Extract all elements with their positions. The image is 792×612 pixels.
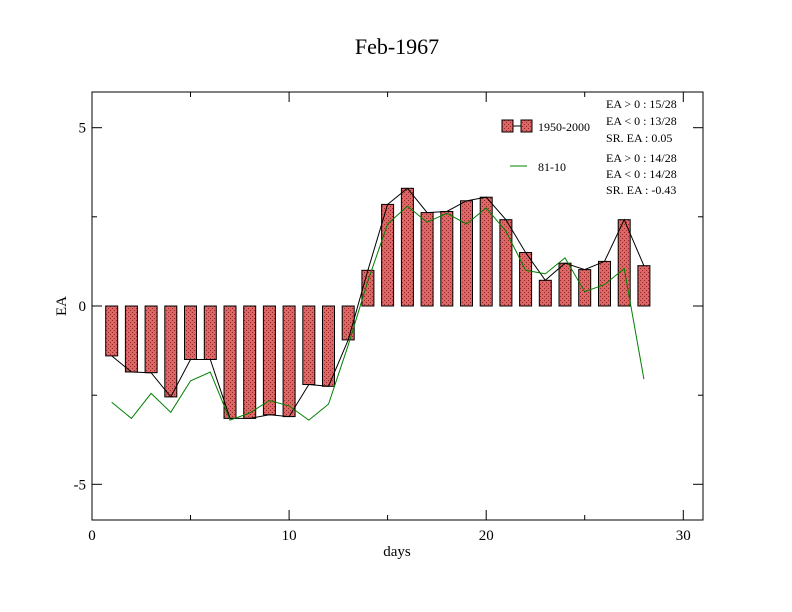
bar-day-14 (361, 269, 375, 307)
bar-day-12 (322, 305, 335, 387)
legend-label-81-10: 81-10 (538, 160, 566, 174)
y-tick-label--5: -5 (74, 477, 87, 493)
stat-8110-ea-negative: EA < 0 : 14/28 (606, 167, 677, 181)
x-tick-label-0: 0 (88, 528, 96, 544)
bar-day-11 (302, 305, 316, 385)
bar-day-21 (499, 219, 513, 307)
y-axis-label: EA (54, 296, 70, 316)
stat-1950-ea-positive: EA > 0 : 15/28 (606, 97, 677, 111)
axes-layer: 0 10 20 30 -5 0 5 (74, 92, 703, 544)
bars-layer (105, 187, 651, 419)
bar-day-3 (144, 305, 158, 374)
series-line-81-10 (111, 205, 645, 421)
bar-day-26 (598, 260, 611, 307)
bar-day-18 (440, 211, 454, 307)
x-tick-label-30: 30 (676, 528, 691, 544)
y-tick-label-5: 5 (79, 121, 87, 137)
bar-day-6 (203, 305, 217, 360)
bar-day-24 (558, 262, 572, 307)
x-tick-label-20: 20 (479, 528, 494, 544)
lines-layer (111, 187, 645, 421)
stats-annotations: EA > 0 : 15/28 EA < 0 : 13/28 SR. EA : 0… (606, 97, 677, 197)
stat-8110-sr-ea: SR. EA : -0.43 (606, 183, 676, 197)
bar-day-10 (282, 305, 296, 418)
y-tick-label-0: 0 (79, 299, 87, 315)
series-line-1950-2000 (111, 187, 645, 419)
x-tick-label-10: 10 (282, 528, 297, 544)
legend-swatch-bar-right (520, 119, 533, 133)
bar-day-2 (124, 305, 138, 373)
stat-1950-ea-negative: EA < 0 : 13/28 (606, 114, 677, 128)
bar-day-28 (637, 265, 651, 307)
bar-day-8 (243, 305, 257, 419)
bar-day-17 (420, 212, 434, 307)
bar-day-1 (105, 305, 119, 357)
stat-1950-sr-ea: SR. EA : 0.05 (606, 131, 672, 145)
bar-day-22 (519, 252, 533, 307)
bar-day-7 (223, 305, 237, 419)
stat-8110-ea-positive: EA > 0 : 14/28 (606, 151, 677, 165)
bar-day-9 (262, 305, 276, 416)
x-axis-label: days (383, 544, 411, 560)
bar-day-5 (184, 305, 197, 360)
legend-label-1950-2000: 1950-2000 (538, 120, 590, 134)
bar-day-25 (578, 269, 592, 307)
bar-day-19 (460, 200, 473, 307)
bar-day-4 (164, 305, 178, 398)
bar-day-13 (341, 305, 355, 341)
chart-title: Feb-1967 (355, 34, 439, 59)
legend-swatch-bar-left (501, 119, 514, 133)
bar-day-23 (538, 279, 552, 307)
legend: 1950-2000 81-10 (501, 119, 590, 174)
